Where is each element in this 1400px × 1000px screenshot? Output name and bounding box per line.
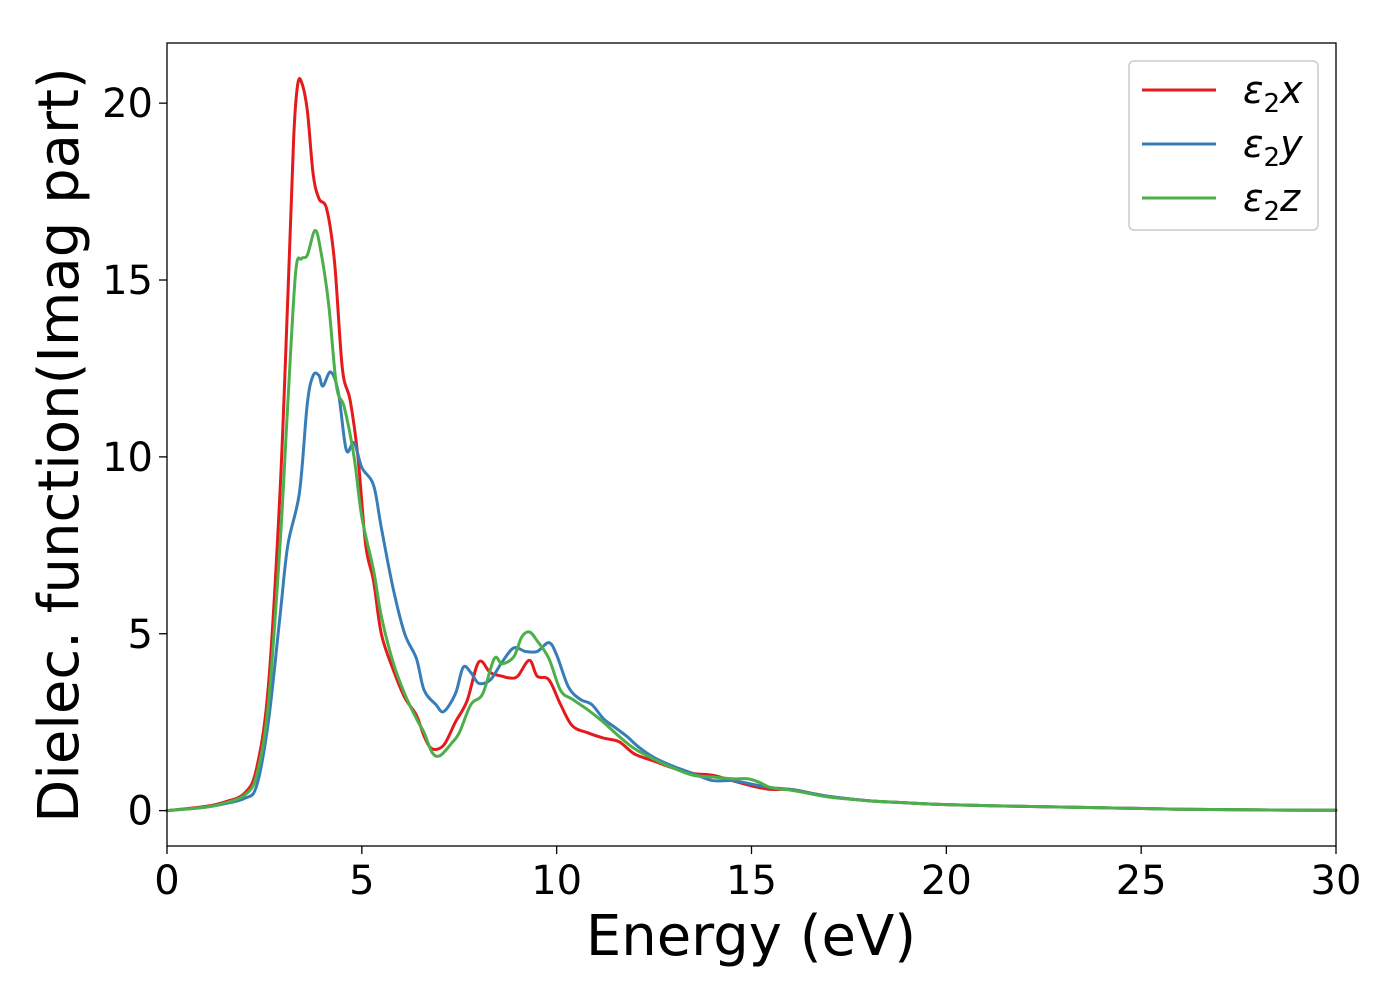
y-tick-label: 0	[128, 789, 153, 835]
legend-subscript: 2	[1264, 143, 1281, 173]
x-tick-label: 5	[349, 858, 374, 904]
y-axis-title: Dielec. function(Imag part)	[27, 67, 92, 823]
series-layer	[165, 77, 1338, 813]
legend-subscript: 2	[1264, 197, 1281, 227]
legend-label-z: ε2z	[1243, 176, 1301, 227]
legend-label-x: ε2x	[1243, 68, 1303, 119]
tick-layer: 0 5 10 15 20 25 30 0 5 10 15 20	[102, 81, 1361, 904]
x-tick-label: 20	[921, 858, 972, 904]
y-tick-label: 10	[102, 435, 153, 481]
x-axis-title: Energy (eV)	[586, 904, 916, 969]
legend-label-y: ε2y	[1243, 122, 1303, 173]
x-tick-label: 15	[726, 858, 777, 904]
legend-subscript: 2	[1264, 89, 1281, 119]
legend-box	[1128, 60, 1319, 231]
series-line-z	[165, 228, 1338, 813]
y-tick-label: 15	[102, 258, 153, 304]
legend-axis-letter: y	[1279, 122, 1303, 166]
legend-symbol: ε	[1243, 176, 1264, 220]
x-tick-label: 30	[1311, 858, 1362, 904]
legend-symbol: ε	[1243, 68, 1264, 112]
y-tick-label: 5	[128, 612, 153, 658]
x-tick-label: 10	[531, 858, 582, 904]
y-tick-label: 20	[102, 81, 153, 127]
legend-axis-letter: x	[1279, 68, 1303, 112]
x-tick-label: 25	[1116, 858, 1167, 904]
legend-symbol: ε	[1243, 122, 1264, 166]
x-tick-label: 0	[154, 858, 179, 904]
legend-axis-letter: z	[1279, 176, 1301, 220]
